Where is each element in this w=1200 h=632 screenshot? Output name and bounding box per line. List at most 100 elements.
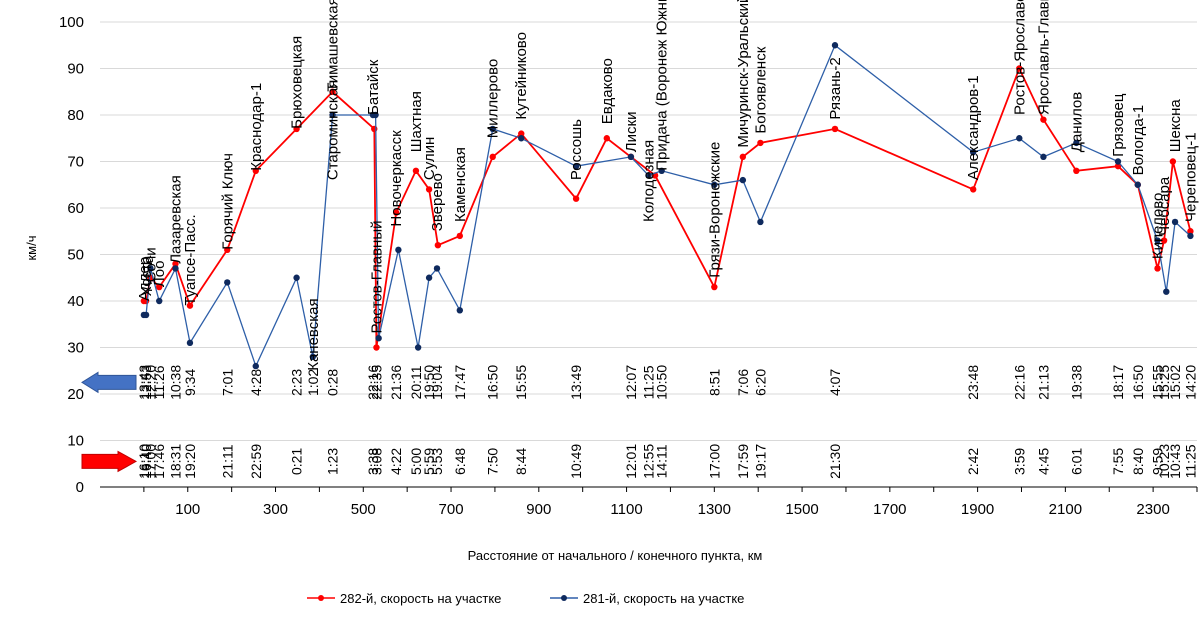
series-0-point-28 [1016, 65, 1023, 72]
series-1-point-35 [1154, 237, 1161, 244]
series-0-point-17 [489, 153, 496, 161]
series-0-point-15 [434, 242, 442, 249]
station-time-281-23: 12:07 [623, 365, 639, 400]
station-time-281-35: 16:50 [1130, 365, 1146, 400]
station-time-282-28: 19:17 [752, 444, 768, 479]
y-tick-label-40: 40 [67, 293, 84, 310]
station-time-281-34: 18:17 [1110, 365, 1126, 400]
series-1-point-33 [1114, 158, 1122, 165]
station-time-282-5: 19:20 [182, 444, 198, 479]
legend-label-282: 282-й, скорость на участке [340, 591, 501, 606]
x-tick-label-900: 900 [526, 501, 551, 518]
station-time-281-1: 12:53 [138, 365, 154, 400]
station-time-281-19: 16:50 [485, 365, 501, 400]
station-time-281-8: 2:23 [289, 369, 305, 396]
station-name-38: Шексна [1167, 99, 1184, 153]
station-time-282-37: 10:23 [1156, 444, 1172, 479]
grid-lines [100, 21, 1197, 488]
station-time-281-20: 15:55 [513, 365, 529, 400]
station-time-282-12: 3:38 [365, 448, 381, 475]
series-0-point-24 [739, 153, 747, 161]
station-time-282-31: 3:59 [1011, 448, 1027, 475]
station-time-282-32: 4:45 [1035, 448, 1051, 475]
series-1-point-20 [518, 135, 525, 142]
station-time-281-13: 22:35 [368, 365, 384, 400]
station-time-281-9: 1:02 [305, 369, 321, 396]
station-name-29: Рязань-2 [827, 57, 844, 119]
series-1-point-6 [224, 279, 231, 286]
series-0-point-10 [371, 125, 378, 133]
series-0-point-26 [831, 125, 839, 133]
series-0-point-20 [603, 135, 611, 142]
station-name-36: Кипелово [1150, 193, 1167, 260]
series-0-point-19 [572, 195, 580, 202]
station-name-1: Хоста [138, 255, 155, 296]
station-time-281-36: 15:55 [1150, 365, 1166, 400]
station-time-282-21: 10:49 [568, 444, 584, 479]
station-name-10: Тимашевская [325, 0, 342, 92]
station-name-4: Лазаревская [168, 175, 185, 264]
series-1-point-10 [329, 111, 336, 119]
series-1-point-16 [425, 274, 433, 281]
series-1-point-32 [1073, 139, 1080, 147]
station-time-282-33: 6:01 [1068, 448, 1084, 475]
series-0-point-16 [456, 232, 464, 240]
station-name-15: Шахтная [408, 91, 425, 152]
station-name-23: Лиски [623, 112, 640, 153]
x-axis-title: Расстояние от начального / конечного пун… [468, 548, 763, 563]
station-name-22: Евдаково [599, 58, 616, 124]
station-name-35: Вологда-1 [1130, 105, 1147, 176]
series-1-point-23 [645, 172, 652, 179]
station-time-281-32: 21:13 [1035, 365, 1051, 400]
station-time-281-5: 9:34 [182, 369, 198, 396]
station-name-8: Брюховецкая [289, 36, 306, 129]
series-group [140, 42, 1194, 370]
series-0-point-12 [392, 209, 400, 216]
y-tick-label-50: 50 [67, 247, 84, 264]
station-time-282-35: 8:40 [1130, 448, 1146, 475]
station-time-282-30: 2:42 [965, 448, 981, 475]
station-name-31: Ростов-Ярославский [1011, 0, 1028, 115]
series-1-point-9 [309, 353, 317, 360]
station-name-27: Мичуринск-Уральский [735, 0, 752, 148]
station-time-282-7: 22:59 [248, 444, 264, 479]
station-time-281-6: 7:01 [219, 369, 235, 396]
station-time-281-7: 4:28 [248, 369, 264, 396]
series-1-point-3 [156, 297, 163, 305]
station-labels: Адлер13:4316:10Хоста12:5316:40Сочи12:201… [136, 0, 1200, 479]
series-0-point-9 [329, 88, 336, 95]
station-name-5: Туапсе-Пасс. [182, 214, 199, 305]
station-name-2: Сочи [143, 247, 160, 282]
series-0-point-5 [186, 302, 194, 309]
station-time-281-30: 23:48 [965, 365, 981, 400]
series-1-point-19 [489, 125, 496, 133]
series-0-point-7 [252, 167, 259, 174]
station-time-281-3: 11:26 [151, 365, 167, 399]
station-time-282-20: 8:44 [513, 448, 529, 475]
y-tick-label-20: 20 [67, 386, 84, 403]
station-name-21: Россошь [568, 119, 585, 180]
legend-label-281: 281-й, скорость на участке [583, 591, 744, 606]
series-0-point-33 [1154, 265, 1161, 272]
station-time-281-31: 22:16 [1011, 365, 1027, 400]
station-time-281-15: 20:11 [408, 365, 424, 399]
station-time-281-18: 17:47 [452, 365, 468, 400]
x-tick-label-100: 100 [175, 501, 200, 518]
x-tick-label-300: 300 [263, 501, 288, 518]
station-name-12: Батайск [365, 59, 382, 115]
station-name-32: Ярославль-Главный [1035, 0, 1052, 115]
station-time-281-38: 15:02 [1167, 365, 1183, 400]
station-time-282-8: 0:21 [289, 448, 305, 475]
station-name-28: Богоявленск [752, 46, 769, 133]
series-1-point-21 [572, 162, 580, 170]
station-time-281-4: 10:38 [168, 365, 184, 400]
station-name-25: Придача (Воронеж Южный) [654, 0, 671, 171]
series-1-point-15 [414, 344, 422, 351]
station-name-9: Каневская [305, 298, 322, 370]
y-tick-label-70: 70 [67, 154, 84, 171]
legend: 282-й, скорость на участке 281-й, скорос… [307, 591, 744, 606]
station-time-281-26: 8:51 [706, 369, 722, 396]
y-tick-label-0: 0 [76, 479, 84, 496]
station-time-281-2: 12:20 [143, 365, 159, 400]
station-name-6: Горячий Ключ [219, 153, 236, 250]
